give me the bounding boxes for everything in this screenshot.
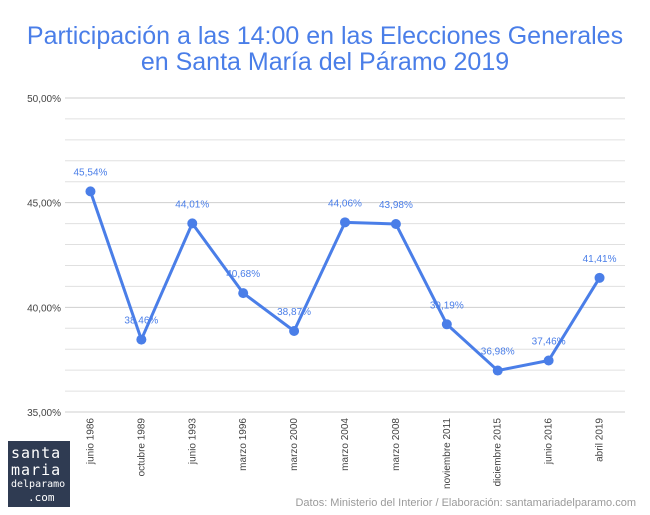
data-point: [492, 365, 503, 376]
y-axis-ticks: 35,00% 40,00% 45,00% 50,00%: [27, 94, 61, 419]
data-point: [85, 186, 96, 197]
data-point: [441, 319, 452, 330]
data-label: 44,01%: [175, 199, 209, 210]
data-label: 44,06%: [328, 198, 362, 209]
x-tick-label: marzo 2008: [391, 418, 402, 471]
x-tick-label: marzo 2000: [289, 418, 300, 471]
data-label: 40,68%: [226, 269, 260, 280]
chart-title-line-2: en Santa María del Páramo 2019: [140, 48, 510, 76]
data-point: [289, 325, 300, 336]
y-tick-label: 50,00%: [27, 94, 61, 105]
logo-text-line-1: santa: [11, 444, 62, 462]
logo-text-line-4: .com: [28, 491, 55, 504]
data-point: [136, 334, 147, 345]
series-turnout: [85, 186, 605, 376]
data-label: 45,54%: [73, 167, 107, 178]
source-credit: Datos: Ministerio del Interior / Elabora…: [295, 497, 636, 509]
gridlines: [65, 97, 625, 413]
data-label: 38,87%: [277, 307, 311, 318]
y-tick-label: 35,00%: [27, 408, 61, 419]
x-tick-label: junio 1986: [85, 418, 96, 466]
x-tick-label: junio 1993: [187, 418, 198, 466]
data-point: [594, 272, 605, 283]
data-label: 36,98%: [481, 347, 515, 358]
x-tick-label: marzo 2004: [340, 418, 351, 471]
data-point: [340, 217, 350, 228]
data-label: 39,19%: [430, 300, 464, 311]
x-tick-label: octubre 1989: [136, 418, 147, 477]
data-label: 37,46%: [532, 337, 566, 348]
site-logo: santa maria delparamo .com: [8, 441, 70, 507]
x-tick-label: abril 2019: [595, 418, 606, 462]
data-point: [390, 219, 401, 230]
y-tick-label: 45,00%: [27, 199, 61, 210]
x-axis-ticks: junio 1986 octubre 1989 junio 1993 marzo 19…: [85, 418, 605, 489]
x-tick-label: marzo 1996: [238, 418, 249, 471]
chart-title-line-1: Participación a las 14:00 en las Eleccio…: [26, 22, 624, 50]
data-point: [187, 218, 198, 229]
data-label: 41,41%: [583, 254, 617, 265]
x-tick-label: noviembre 2011: [442, 418, 453, 489]
data-point: [238, 288, 249, 299]
logo-text-line-3: delparamo: [11, 479, 66, 490]
data-labels: 45,54% 38,46% 44,01% 40,68% 38,87% 44,06% 43,9…: [73, 167, 616, 357]
data-label: 43,98%: [379, 200, 413, 211]
data-label: 38,46%: [124, 316, 158, 327]
y-tick-label: 40,00%: [27, 303, 61, 314]
data-point: [543, 355, 554, 366]
logo-text-line-2: maria: [11, 461, 62, 479]
x-tick-label: diciembre 2015: [493, 418, 504, 487]
x-tick-label: junio 2016: [544, 418, 555, 466]
